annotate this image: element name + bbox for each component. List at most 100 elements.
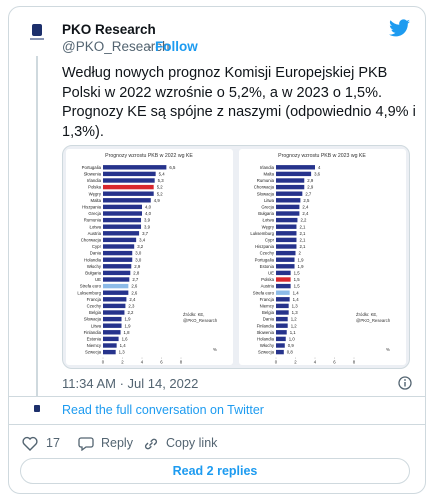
category-label: Czechy	[260, 251, 275, 256]
bar	[103, 316, 122, 322]
value-label: 2,2	[127, 310, 134, 315]
category-label: Bułgaria	[85, 271, 101, 276]
category-label: Irlandia	[87, 178, 102, 183]
value-label: 5,4	[159, 172, 166, 177]
reply-button[interactable]: Reply	[101, 436, 133, 450]
bar	[103, 290, 129, 295]
bar	[103, 277, 130, 282]
avatar[interactable]	[22, 18, 52, 48]
value-label: 2,6	[131, 284, 138, 289]
value-label: 2,8	[133, 271, 140, 276]
tweet-image[interactable]: Prognozy wzrostu PKB w 2022 wg KE Portuga…	[62, 145, 410, 369]
value-label: 5,2	[157, 191, 164, 196]
bar	[103, 336, 119, 342]
bar	[276, 244, 297, 249]
category-label: Malta	[263, 172, 274, 177]
bar	[276, 165, 315, 170]
value-label: 1,6	[122, 337, 129, 342]
category-label: Słowacja	[257, 191, 275, 196]
bar	[103, 264, 132, 269]
category-label: Rumunia	[84, 218, 102, 223]
value-label: 3,9	[144, 218, 151, 223]
value-label: 3,4	[139, 238, 146, 243]
value-label: 2,9	[134, 264, 141, 269]
link-icon[interactable]	[143, 436, 159, 451]
bar	[103, 198, 151, 203]
value-label: 2,4	[302, 205, 309, 210]
category-label: Dania	[263, 317, 275, 322]
like-icon[interactable]	[22, 436, 38, 451]
category-label: Litwa	[264, 198, 275, 203]
value-label: 1,4	[120, 343, 127, 348]
divider	[9, 424, 425, 425]
bar	[276, 303, 289, 309]
bar	[276, 257, 295, 262]
category-label: Chorwacja	[81, 238, 102, 243]
category-label: Szwecja	[258, 350, 275, 355]
value-label: 1,3	[292, 304, 299, 309]
value-label: 1,5	[294, 277, 301, 282]
category-label: Czechy	[87, 304, 102, 309]
bar	[276, 343, 285, 348]
value-label: 3,9	[144, 224, 151, 229]
category-label: Hiszpania	[82, 205, 101, 210]
conversation-link[interactable]: Read the full conversation on Twitter	[62, 403, 264, 417]
source-note: @PKO_Research	[356, 318, 391, 323]
bar	[276, 316, 288, 322]
value-label: 2,7	[132, 277, 139, 282]
author-handle[interactable]: @PKO_Research	[62, 39, 170, 54]
like-count[interactable]: 17	[46, 436, 60, 450]
category-label: UE	[268, 271, 274, 276]
category-label: Szwecja	[85, 350, 102, 355]
value-label: 2,9	[307, 178, 314, 183]
value-label: 1,1	[290, 330, 297, 335]
category-label: Grecja	[261, 205, 274, 210]
timestamp[interactable]: 11:34 AM · Jul 14, 2022	[62, 376, 199, 391]
bar	[103, 303, 126, 309]
value-label: 5,3	[158, 178, 165, 183]
read-replies-button[interactable]: Read 2 replies	[20, 458, 410, 484]
value-label: 2,1	[299, 244, 306, 249]
value-label: 2,5	[303, 198, 310, 203]
separator: ·	[148, 39, 153, 54]
value-label: 2,9	[307, 185, 314, 190]
category-label: Dania	[90, 251, 102, 256]
category-label: Holandia	[84, 257, 102, 262]
follow-button[interactable]: Follow	[155, 39, 198, 54]
value-label: 2,4	[129, 297, 136, 302]
value-label: 1,2	[291, 317, 298, 322]
bar	[103, 211, 142, 216]
value-label: 2	[299, 251, 302, 256]
category-label: Estonia	[87, 337, 102, 342]
bar	[103, 250, 133, 256]
value-label: 1,9	[125, 323, 132, 328]
category-label: Hiszpania	[255, 244, 274, 249]
value-label: 4,0	[145, 205, 152, 210]
bar	[103, 270, 131, 276]
category-label: Łotwa	[90, 224, 102, 229]
category-label: Włochy	[260, 343, 275, 348]
value-label: 1,4	[293, 297, 300, 302]
info-icon[interactable]	[398, 376, 412, 390]
bar	[103, 310, 125, 315]
copy-link-button[interactable]: Copy link	[166, 436, 218, 450]
x-tick-label: 4	[141, 359, 144, 364]
bar	[103, 217, 142, 223]
bar	[276, 270, 291, 276]
author-name[interactable]: PKO Research	[62, 22, 156, 37]
chart-title: Prognozy wzrostu PKB w 2023 wg KE	[278, 153, 366, 159]
bar	[103, 297, 127, 302]
bar	[103, 244, 135, 249]
category-label: Finlandia	[84, 330, 102, 335]
x-tick-label: 8	[180, 359, 183, 364]
category-label: Węgry	[89, 191, 102, 196]
value-label: 0,8	[287, 350, 294, 355]
bar	[103, 191, 154, 196]
category-label: Strefa euro	[80, 284, 102, 289]
category-label: Belgia	[89, 310, 102, 315]
twitter-logo[interactable]	[389, 19, 411, 37]
bar	[276, 184, 305, 190]
category-label: Litwa	[91, 323, 102, 328]
reply-icon[interactable]	[78, 436, 94, 451]
